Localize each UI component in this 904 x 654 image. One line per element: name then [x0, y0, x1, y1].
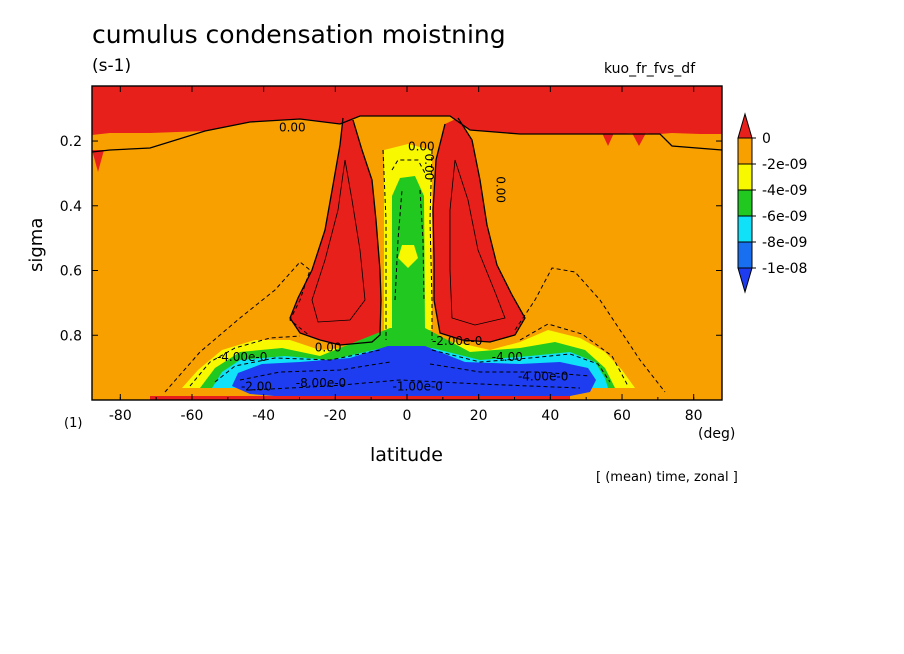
contour-label: -2.00	[241, 379, 272, 393]
contour-field	[92, 86, 722, 400]
negative-contours	[164, 149, 666, 393]
y-tick-label: 0.2	[60, 134, 82, 150]
dashed-outer	[164, 261, 666, 393]
y-axis-ticks: 0.2 0.4 0.6 0.8	[60, 134, 722, 344]
zero-contour-upper	[92, 115, 722, 153]
bottom-positive-strip	[150, 396, 570, 400]
x-tick-label: 0	[403, 408, 412, 424]
contour-label: -1.00e-0	[393, 379, 443, 393]
contour-label: 0.00	[279, 120, 306, 134]
averaging-footnote: [ (mean) time, zonal ]	[596, 470, 738, 485]
colorbar-label: -1e-08	[762, 261, 807, 277]
contour-label: 0.00	[315, 340, 342, 354]
upper-notch-left	[92, 150, 104, 172]
northern-tower-positive	[433, 118, 525, 342]
zero-contour-north-tower	[432, 117, 526, 343]
colorbar-swatch	[737, 215, 753, 243]
colorbar-label: -6e-09	[762, 209, 807, 225]
upper-notch-right	[602, 133, 614, 146]
zero-contours	[92, 115, 722, 346]
dashed-column-3	[391, 159, 427, 176]
x-tick-label: -80	[109, 408, 132, 424]
colorbar-label: -8e-09	[762, 235, 807, 251]
colorbar-swatch	[737, 189, 753, 217]
y-axis-marker: (1)	[64, 416, 83, 431]
y-tick-label: 0.6	[60, 264, 82, 280]
contour-label: -2.00e-0	[432, 334, 482, 348]
colorbar-label: -2e-09	[762, 157, 807, 173]
y-tick-label: 0.4	[60, 199, 82, 215]
dashed-band-1	[189, 323, 629, 387]
x-tick-label: -20	[324, 408, 347, 424]
dashed-column-2	[429, 149, 433, 340]
colorbar-label: -4e-09	[762, 183, 807, 199]
upper-notch-right-2	[632, 133, 646, 146]
upper-positive-band	[92, 86, 722, 135]
x-tick-label: 40	[541, 408, 559, 424]
colorbar: 0 -2e-09 -4e-09 -6e-09 -8e-09 -1e-08	[737, 112, 807, 294]
zero-contour-south-tower	[289, 117, 382, 346]
dashed-band-4	[249, 379, 581, 391]
contour-label: -4.00e-0	[217, 350, 267, 364]
x-axis-label: latitude	[370, 444, 443, 466]
colorbar-swatch	[737, 137, 753, 165]
contour-label: 0.00	[422, 154, 436, 181]
x-tick-label: 20	[470, 408, 488, 424]
inner-contour-south	[311, 159, 366, 323]
colorbar-swatch	[737, 112, 753, 139]
dashed-band-2	[214, 349, 611, 383]
contour-label: 0.00	[494, 176, 508, 203]
southern-tower-positive	[290, 118, 381, 345]
contour-labels: 0.000.000.000.000.00 -2.00e-0-4.00e-0-4.0…	[217, 120, 568, 393]
yellow-patch-column	[398, 245, 418, 268]
dashed-column-4	[394, 189, 425, 301]
contour-label: 0.00	[408, 140, 435, 154]
x-axis-unit: (deg)	[698, 426, 736, 442]
contour-label: -4.00e-0	[518, 370, 568, 384]
contour-label: -8.00e-0	[296, 376, 346, 390]
x-tick-label: -60	[181, 408, 204, 424]
colorbar-swatch	[737, 163, 753, 191]
variable-name: kuo_fr_fvs_df	[604, 61, 696, 77]
y-tick-label: 0.8	[60, 328, 82, 344]
contour-label: -4.00	[492, 350, 523, 364]
units-label: (s-1)	[92, 56, 132, 76]
x-tick-label: 60	[613, 408, 631, 424]
chart-title: cumulus condensation moistning	[92, 20, 506, 49]
x-axis-ticks: -80 -60 -40 -20 0 20 40 60 80	[109, 86, 703, 424]
x-tick-label: -40	[252, 408, 275, 424]
colorbar-label: 0	[762, 131, 771, 147]
colorbar-swatch	[737, 241, 753, 269]
inner-contour-north	[449, 159, 506, 326]
dashed-column-1	[382, 149, 387, 340]
dashed-band-3	[239, 361, 591, 381]
x-tick-label: 80	[685, 408, 703, 424]
colorbar-swatch	[737, 267, 753, 294]
